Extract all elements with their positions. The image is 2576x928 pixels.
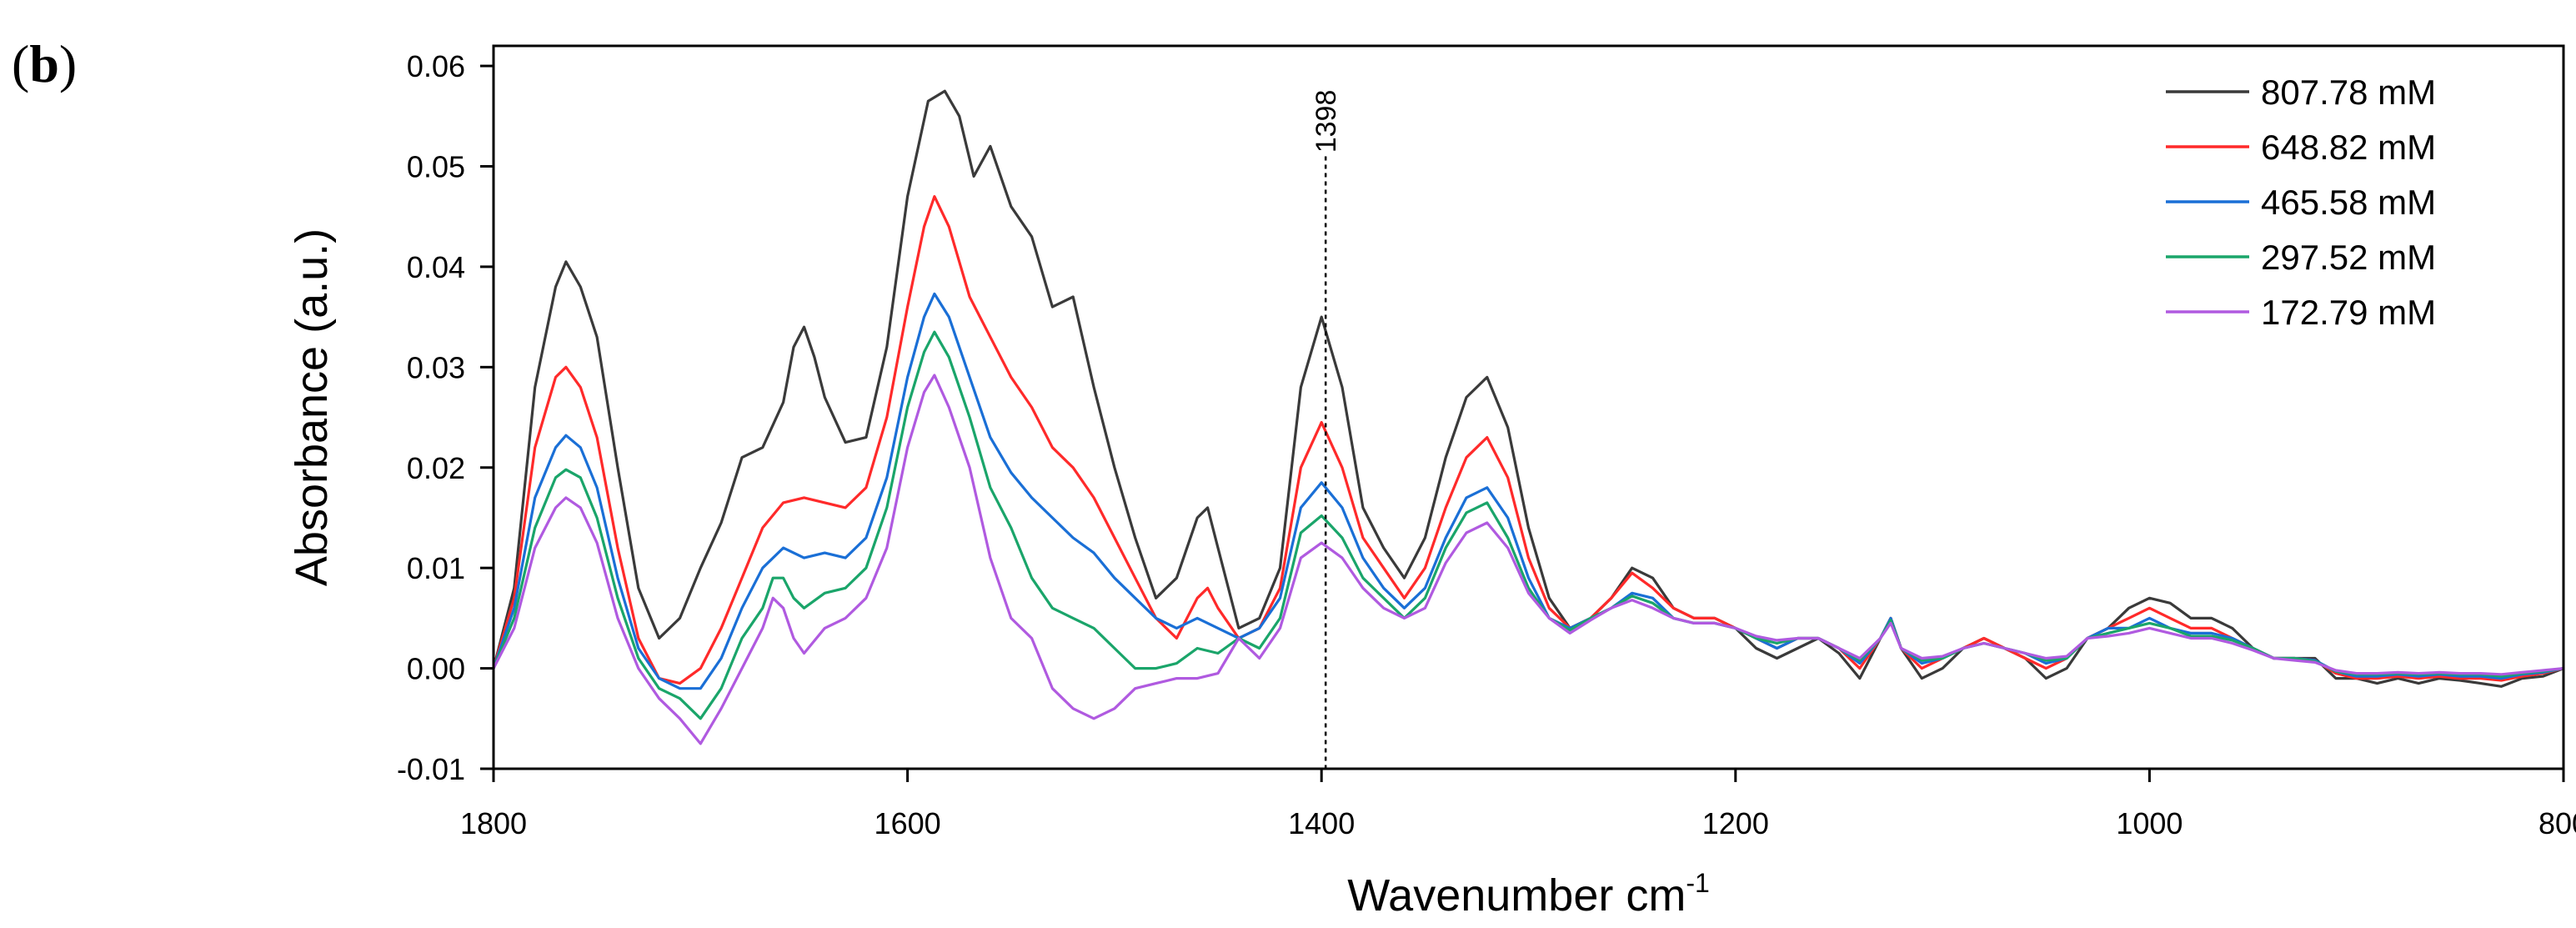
series-line — [492, 330, 2564, 720]
panel-letter: b — [29, 34, 59, 93]
plot-frame — [492, 44, 2565, 770]
y-tick-label: 0.00 — [407, 652, 465, 686]
y-tick-label: 0.05 — [407, 150, 465, 184]
y-tick-label: -0.01 — [397, 752, 465, 786]
series-line — [492, 195, 2564, 685]
axis-ticks: 1800 1600 1400 1200 1000 800 -0.01 0.00 0.01 0.02… — [397, 49, 2576, 840]
y-tick-label: 0.01 — [407, 551, 465, 585]
x-tick-label: 1200 — [1702, 806, 1769, 840]
y-tick-label: 0.03 — [407, 350, 465, 384]
series-line — [492, 292, 2564, 690]
legend-label: 172.79 mM — [2261, 293, 2436, 332]
legend-label: 648.82 mM — [2261, 128, 2436, 167]
y-tick-label: 0.04 — [407, 250, 465, 284]
x-tick-label: 1400 — [1288, 806, 1355, 840]
legend-label: 807.78 mM — [2261, 73, 2436, 112]
annotation-label: 1398 — [1311, 90, 1342, 153]
panel-label: (b) — [12, 34, 78, 93]
x-tick-label: 1600 — [875, 806, 941, 840]
y-axis-label: Absorbance (a.u.) — [287, 228, 337, 586]
x-tick-label: 1800 — [460, 806, 527, 840]
series-line — [492, 374, 2564, 745]
y-tick-label: 0.06 — [407, 49, 465, 83]
x-tick-label: 800 — [2538, 806, 2576, 840]
x-axis-label: Wavenumber cm-1 — [1347, 868, 1710, 920]
series-lines — [492, 89, 2564, 745]
y-tick-label: 0.02 — [407, 451, 465, 485]
legend: 807.78 mM 648.82 mM 465.58 mM 297.52 mM 172.… — [2166, 73, 2436, 332]
legend-label: 465.58 mM — [2261, 183, 2436, 222]
annotation: 1398 — [1311, 90, 1342, 769]
x-tick-label: 1000 — [2116, 806, 2183, 840]
series-line — [492, 89, 2564, 688]
legend-label: 297.52 mM — [2261, 238, 2436, 277]
